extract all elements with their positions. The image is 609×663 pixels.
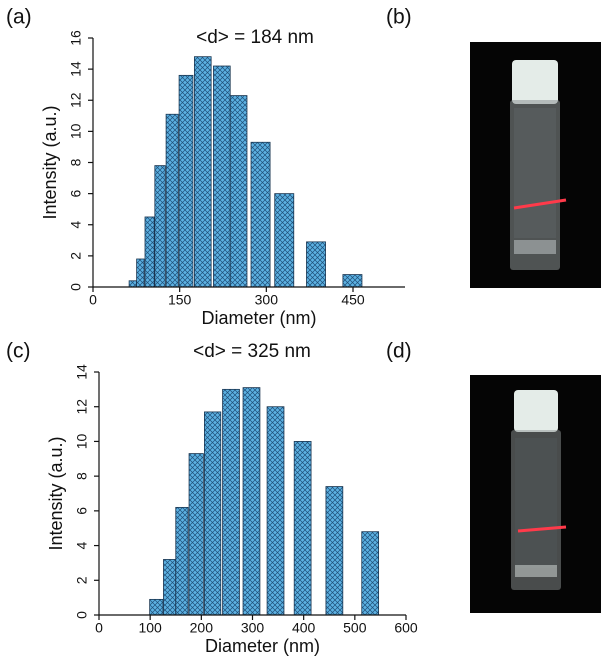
y-tick-label: 2 <box>74 576 90 584</box>
panel-label: (d) <box>386 340 412 363</box>
y-tick-label: 12 <box>74 399 90 415</box>
y-tick-label: 16 <box>68 30 84 46</box>
bar <box>144 216 155 288</box>
y-tick-label: 0 <box>74 611 90 619</box>
bar <box>222 388 240 616</box>
panel-label: (b) <box>386 6 412 29</box>
bar <box>178 74 194 288</box>
y-axis-label: Intensity (a.u.) <box>46 436 66 550</box>
x-axis-label: Diameter (nm) <box>201 308 316 328</box>
bar <box>342 274 363 288</box>
bar <box>204 411 222 616</box>
bar <box>213 65 231 288</box>
x-tick-label: 300 <box>241 620 265 636</box>
photo-b <box>470 42 601 288</box>
y-tick-label: 10 <box>74 433 90 449</box>
annotation: <d> = 184 nm <box>196 27 314 48</box>
bar <box>306 241 326 288</box>
bar <box>163 559 177 616</box>
bar <box>154 165 166 288</box>
bar <box>193 56 212 288</box>
bar <box>188 453 204 616</box>
bar <box>149 598 164 616</box>
bar <box>175 506 189 616</box>
y-tick-label: 4 <box>74 541 90 549</box>
bar <box>361 531 380 616</box>
panel-label: (a) <box>6 6 32 29</box>
y-tick-label: 14 <box>68 61 84 77</box>
bar <box>325 486 344 616</box>
y-tick-label: 10 <box>68 123 84 139</box>
bar <box>274 193 295 288</box>
y-tick-label: 4 <box>68 221 84 229</box>
bar <box>293 441 312 616</box>
bar <box>128 280 138 288</box>
y-tick-label: 8 <box>68 158 84 166</box>
x-tick-label: 0 <box>95 620 103 636</box>
y-tick-label: 8 <box>74 472 90 480</box>
y-tick-label: 6 <box>74 507 90 515</box>
x-tick-label: 600 <box>394 620 418 636</box>
y-tick-label: 12 <box>68 92 84 108</box>
panel-label: (c) <box>6 340 31 363</box>
y-tick-label: 0 <box>68 283 84 291</box>
photo-d <box>470 375 601 613</box>
bar <box>266 406 285 616</box>
x-tick-label: 150 <box>168 292 192 308</box>
x-tick-label: 100 <box>138 620 162 636</box>
x-tick-label: 200 <box>190 620 214 636</box>
y-axis-label: Intensity (a.u.) <box>40 105 60 219</box>
x-tick-label: 400 <box>292 620 316 636</box>
x-tick-label: 300 <box>255 292 279 308</box>
x-axis-label: Diameter (nm) <box>205 636 320 656</box>
bar <box>250 141 271 288</box>
bar <box>229 95 248 288</box>
bar <box>165 113 179 288</box>
x-tick-label: 500 <box>343 620 367 636</box>
y-tick-label: 2 <box>68 252 84 260</box>
bar <box>242 387 261 616</box>
x-tick-label: 0 <box>89 292 97 308</box>
y-tick-label: 14 <box>74 364 90 380</box>
bar <box>136 258 145 288</box>
y-tick-label: 6 <box>68 190 84 198</box>
x-tick-label: 450 <box>341 292 365 308</box>
annotation: <d> = 325 nm <box>193 341 311 362</box>
